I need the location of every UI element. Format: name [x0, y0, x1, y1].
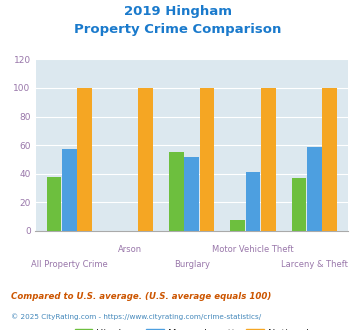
Bar: [47, 177, 61, 231]
Bar: [230, 219, 245, 231]
Bar: [261, 88, 275, 231]
Bar: [77, 88, 92, 231]
Text: All Property Crime: All Property Crime: [31, 260, 108, 269]
Text: Motor Vehicle Theft: Motor Vehicle Theft: [212, 245, 294, 254]
Legend: Hingham, Massachusetts, National: Hingham, Massachusetts, National: [71, 325, 312, 330]
Text: Burglary: Burglary: [174, 260, 210, 269]
Text: © 2025 CityRating.com - https://www.cityrating.com/crime-statistics/: © 2025 CityRating.com - https://www.city…: [11, 314, 261, 320]
Text: Arson: Arson: [118, 245, 142, 254]
Text: Property Crime Comparison: Property Crime Comparison: [74, 23, 281, 36]
Text: 2019 Hingham: 2019 Hingham: [124, 5, 231, 18]
Bar: [322, 88, 337, 231]
Bar: [184, 157, 199, 231]
Bar: [138, 88, 153, 231]
Bar: [291, 178, 306, 231]
Bar: [246, 172, 260, 231]
Bar: [200, 88, 214, 231]
Text: Larceny & Theft: Larceny & Theft: [281, 260, 348, 269]
Text: Compared to U.S. average. (U.S. average equals 100): Compared to U.S. average. (U.S. average …: [11, 292, 271, 301]
Bar: [62, 149, 77, 231]
Bar: [307, 147, 322, 231]
Bar: [169, 152, 184, 231]
